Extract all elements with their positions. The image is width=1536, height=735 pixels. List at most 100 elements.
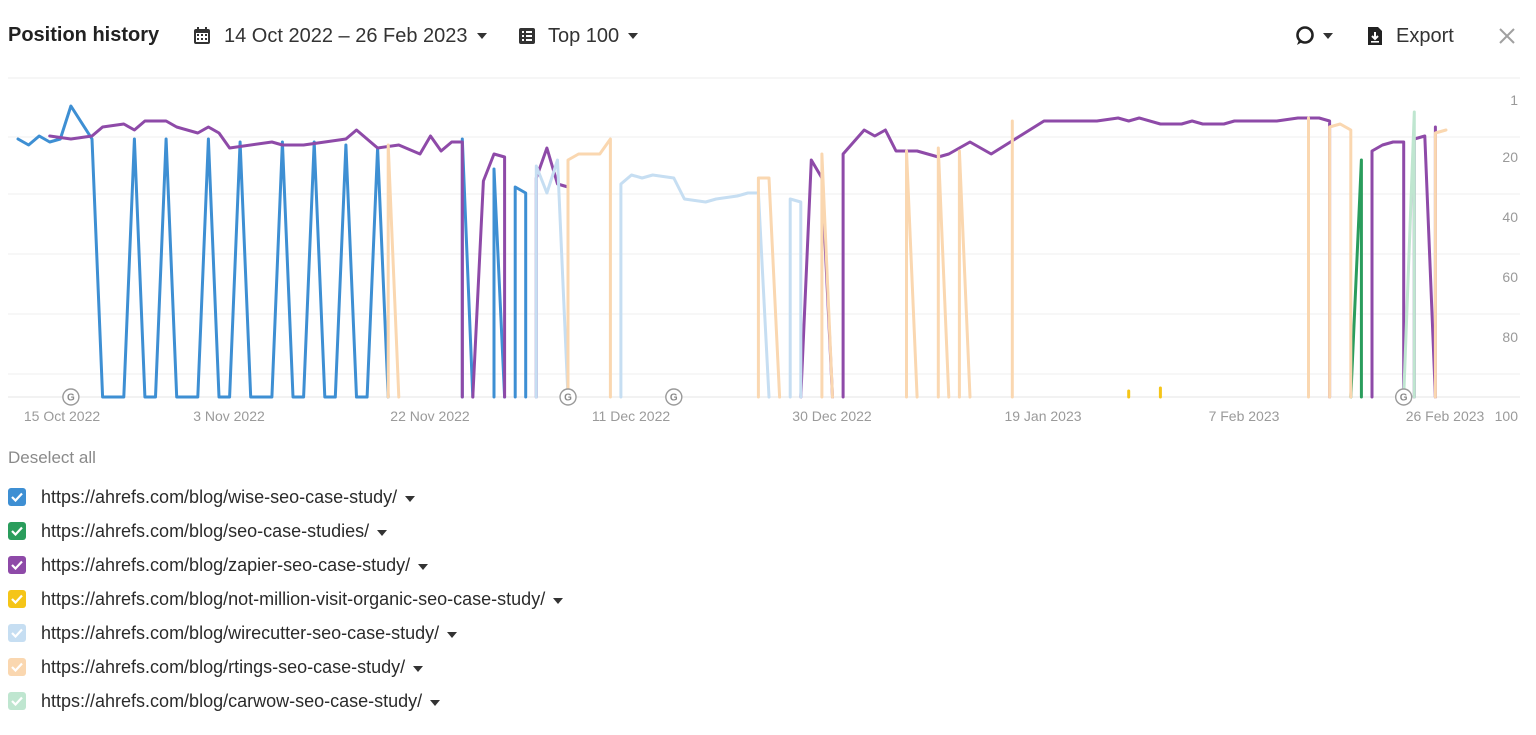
- checkbox[interactable]: [8, 692, 26, 710]
- legend-url: https://ahrefs.com/blog/seo-case-studies…: [41, 520, 370, 541]
- google-update-marker-label: G: [1400, 393, 1408, 404]
- top-filter-dropdown[interactable]: Top 100: [518, 22, 639, 50]
- legend-url: https://ahrefs.com/blog/zapier-seo-case-…: [41, 554, 411, 575]
- x-tick-label: 26 Feb 2023: [1406, 408, 1485, 424]
- x-tick-label: 19 Jan 2023: [1004, 408, 1081, 424]
- series-line: [957, 149, 972, 399]
- y-tick-label: 40: [1502, 209, 1518, 225]
- deselect-all-link[interactable]: Deselect all: [8, 448, 96, 467]
- legend-item[interactable]: https://ahrefs.com/blog/wise-seo-case-st…: [8, 480, 908, 514]
- checkbox[interactable]: [8, 624, 26, 642]
- series-line: [820, 152, 834, 399]
- series-line: [1328, 122, 1353, 399]
- export-button[interactable]: Export: [1366, 22, 1454, 50]
- chevron-down-icon[interactable]: [377, 529, 388, 536]
- series-line: [788, 197, 803, 399]
- checkbox[interactable]: [8, 556, 26, 574]
- x-tick-label: 3 Nov 2022: [193, 408, 265, 424]
- list-icon: [518, 27, 536, 45]
- legend-item[interactable]: https://ahrefs.com/blog/seo-case-studies…: [8, 514, 908, 548]
- download-icon: [1366, 26, 1384, 46]
- legend-item[interactable]: https://ahrefs.com/blog/carwow-seo-case-…: [8, 684, 908, 718]
- series-line: [841, 116, 1332, 399]
- series-line: [1433, 128, 1448, 399]
- checkmark-icon: [11, 492, 23, 502]
- y-tick-label: 80: [1502, 329, 1518, 345]
- close-icon: [1498, 27, 1516, 45]
- y-tick-label: 20: [1502, 149, 1518, 165]
- checkmark-icon: [11, 628, 23, 638]
- series-line: [936, 146, 951, 399]
- series-line: [1349, 158, 1363, 399]
- series-line: [386, 143, 401, 399]
- series-line: [471, 152, 507, 399]
- chevron-down-icon[interactable]: [430, 699, 441, 706]
- annotations-dropdown[interactable]: [1294, 22, 1333, 50]
- page-title: Position history: [8, 24, 160, 46]
- calendar-icon: [192, 26, 212, 46]
- series-line: [566, 137, 612, 399]
- y-tick-label: 100: [1495, 408, 1519, 424]
- google-update-marker-label: G: [670, 393, 678, 404]
- x-tick-label: 7 Feb 2023: [1209, 408, 1280, 424]
- checkmark-icon: [11, 594, 23, 604]
- top-filter-label: Top 100: [548, 24, 620, 47]
- series-line: [492, 167, 507, 399]
- series-line: [756, 176, 782, 399]
- series-line: [460, 137, 475, 399]
- legend-url: https://ahrefs.com/blog/carwow-seo-case-…: [41, 690, 423, 711]
- series-line: [1370, 140, 1406, 399]
- legend-url: https://ahrefs.com/blog/wise-seo-case-st…: [41, 486, 398, 507]
- chevron-down-icon: [476, 33, 487, 39]
- chevron-down-icon: [1323, 33, 1333, 39]
- header: Position history 14 Oct 2022 – 26 Feb 20…: [0, 0, 1536, 72]
- legend-url: https://ahrefs.com/blog/rtings-seo-case-…: [41, 656, 406, 677]
- chevron-down-icon: [628, 33, 639, 39]
- export-label: Export: [1396, 24, 1454, 47]
- google-update-marker-label: G: [564, 393, 572, 404]
- x-tick-label: 11 Dec 2022: [592, 408, 671, 424]
- checkbox[interactable]: [8, 590, 26, 608]
- chart-svg: 1 20 40 60 80 100 15 Oct 2022 3 Nov 2022 22 Nov …: [8, 77, 1520, 424]
- series-line: [513, 185, 528, 399]
- legend-item[interactable]: https://ahrefs.com/blog/rtings-seo-case-…: [8, 650, 908, 684]
- series-line: [16, 104, 390, 399]
- series-line: [534, 158, 570, 399]
- chevron-down-icon[interactable]: [413, 665, 424, 672]
- series-line: [1412, 134, 1437, 399]
- checkbox[interactable]: [8, 488, 26, 506]
- legend-url: https://ahrefs.com/blog/not-million-visi…: [41, 588, 546, 609]
- chevron-down-icon[interactable]: [418, 563, 429, 570]
- checkmark-icon: [11, 560, 23, 570]
- chevron-down-icon[interactable]: [553, 597, 564, 604]
- checkbox[interactable]: [8, 522, 26, 540]
- legend-url: https://ahrefs.com/blog/wirecutter-seo-c…: [41, 622, 440, 643]
- google-update-marker: [1394, 388, 1413, 406]
- legend-item[interactable]: https://ahrefs.com/blog/zapier-seo-case-…: [8, 548, 908, 582]
- chevron-down-icon[interactable]: [405, 495, 416, 502]
- date-range-picker[interactable]: 14 Oct 2022 – 26 Feb 2023: [192, 22, 487, 50]
- google-update-marker: [665, 388, 683, 406]
- date-range-label: 14 Oct 2022 – 26 Feb 2023: [224, 24, 468, 47]
- y-tick-label: 1: [1510, 92, 1518, 108]
- google-update-marker-label: G: [67, 393, 75, 404]
- legend: https://ahrefs.com/blog/wise-seo-case-st…: [8, 480, 908, 718]
- checkmark-icon: [11, 526, 23, 536]
- close-button[interactable]: [1494, 22, 1520, 50]
- series-line: [48, 119, 464, 399]
- x-tick-label: 22 Nov 2022: [390, 408, 470, 424]
- series-line: [1402, 110, 1416, 399]
- google-update-marker: [559, 388, 577, 406]
- checkmark-icon: [11, 662, 23, 672]
- legend-item[interactable]: https://ahrefs.com/blog/not-million-visi…: [8, 582, 908, 616]
- legend-item[interactable]: https://ahrefs.com/blog/wirecutter-seo-c…: [8, 616, 908, 650]
- series-line: [619, 173, 771, 399]
- comment-icon: [1294, 25, 1316, 47]
- checkbox[interactable]: [8, 658, 26, 676]
- chevron-down-icon[interactable]: [447, 631, 458, 638]
- y-tick-label: 60: [1502, 269, 1518, 285]
- position-history-chart: 1 20 40 60 80 100 15 Oct 2022 3 Nov 2022 22 Nov …: [0, 72, 1536, 432]
- x-tick-label: 15 Oct 2022: [24, 408, 100, 424]
- checkmark-icon: [11, 696, 23, 706]
- x-tick-label: 30 Dec 2022: [792, 408, 872, 424]
